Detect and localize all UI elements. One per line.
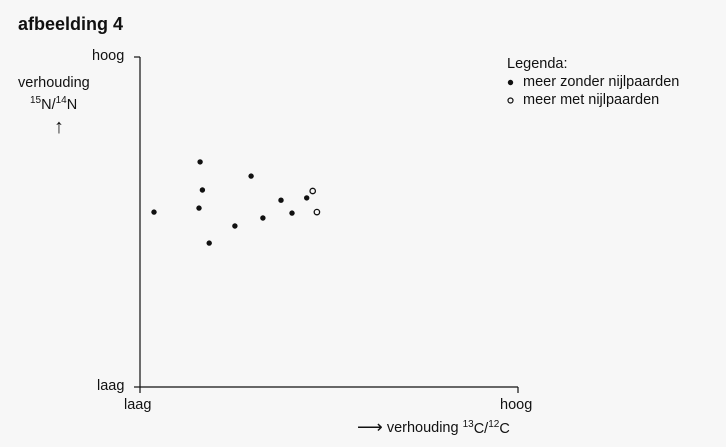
x-axis-label-ratio: 13C/12C (463, 419, 510, 437)
x-ratio-text-2: C (499, 420, 510, 437)
filled-point-0-8 (278, 197, 284, 203)
y-ratio-text-1: N/ (41, 96, 56, 113)
axes (134, 56, 519, 393)
filled-point-0-10 (304, 195, 310, 201)
x-axis-label: ⟶ verhouding 13C/12C (357, 417, 510, 438)
filled-point-0-6 (248, 173, 254, 179)
y-tick-label-bottom: laag (97, 378, 125, 394)
filled-point-0-2 (199, 187, 206, 193)
open-circle-icon (507, 96, 514, 104)
y-ratio-sup-1: 15 (30, 95, 42, 106)
legend: Legenda: meer zonder nijlpaarden meer me… (507, 55, 679, 109)
filled-point-0-7 (260, 215, 266, 221)
y-ratio-sup-2: 14 (55, 95, 67, 106)
open-point-1-0 (309, 187, 317, 195)
open-point-1-1 (313, 208, 321, 216)
right-arrow-icon: ⟶ (357, 417, 383, 437)
y-ratio-text-2: N (66, 96, 78, 113)
figure-title: afbeelding 4 (18, 14, 124, 34)
legend-item-without-hippos: meer zonder nijlpaarden (507, 73, 679, 91)
y-tick-label-top: hoog (92, 48, 125, 64)
legend-title: Legenda: (507, 56, 568, 72)
y-axis-label: verhouding 15N/14N ↑ (18, 75, 104, 140)
filled-point-0-1 (197, 159, 203, 165)
filled-point-0-5 (232, 223, 238, 229)
x-ratio-text-1: C/ (473, 420, 489, 437)
x-tick-label-left: laag (124, 397, 152, 413)
filled-point-0-4 (206, 240, 212, 246)
filled-point-0-3 (196, 205, 202, 211)
legend-item-label: meer zonder nijlpaarden (523, 74, 680, 90)
x-ratio-sup-1: 13 (462, 418, 474, 430)
data-points (151, 159, 321, 246)
filled-point-0-9 (289, 210, 295, 216)
x-tick-label-right: hoog (500, 397, 533, 413)
y-axis-label-word: verhouding (18, 75, 90, 91)
x-axis-label-word: verhouding (386, 419, 459, 436)
legend-item-label: meer met nijlpaarden (523, 92, 660, 108)
filled-dot-icon (507, 79, 514, 85)
x-ratio-sup-2: 12 (488, 418, 500, 430)
filled-point-0-0 (151, 209, 157, 215)
up-arrow-icon: ↑ (54, 115, 64, 138)
y-axis-label-ratio: 15N/14N (30, 92, 104, 114)
legend-item-with-hippos: meer met nijlpaarden (507, 91, 679, 109)
